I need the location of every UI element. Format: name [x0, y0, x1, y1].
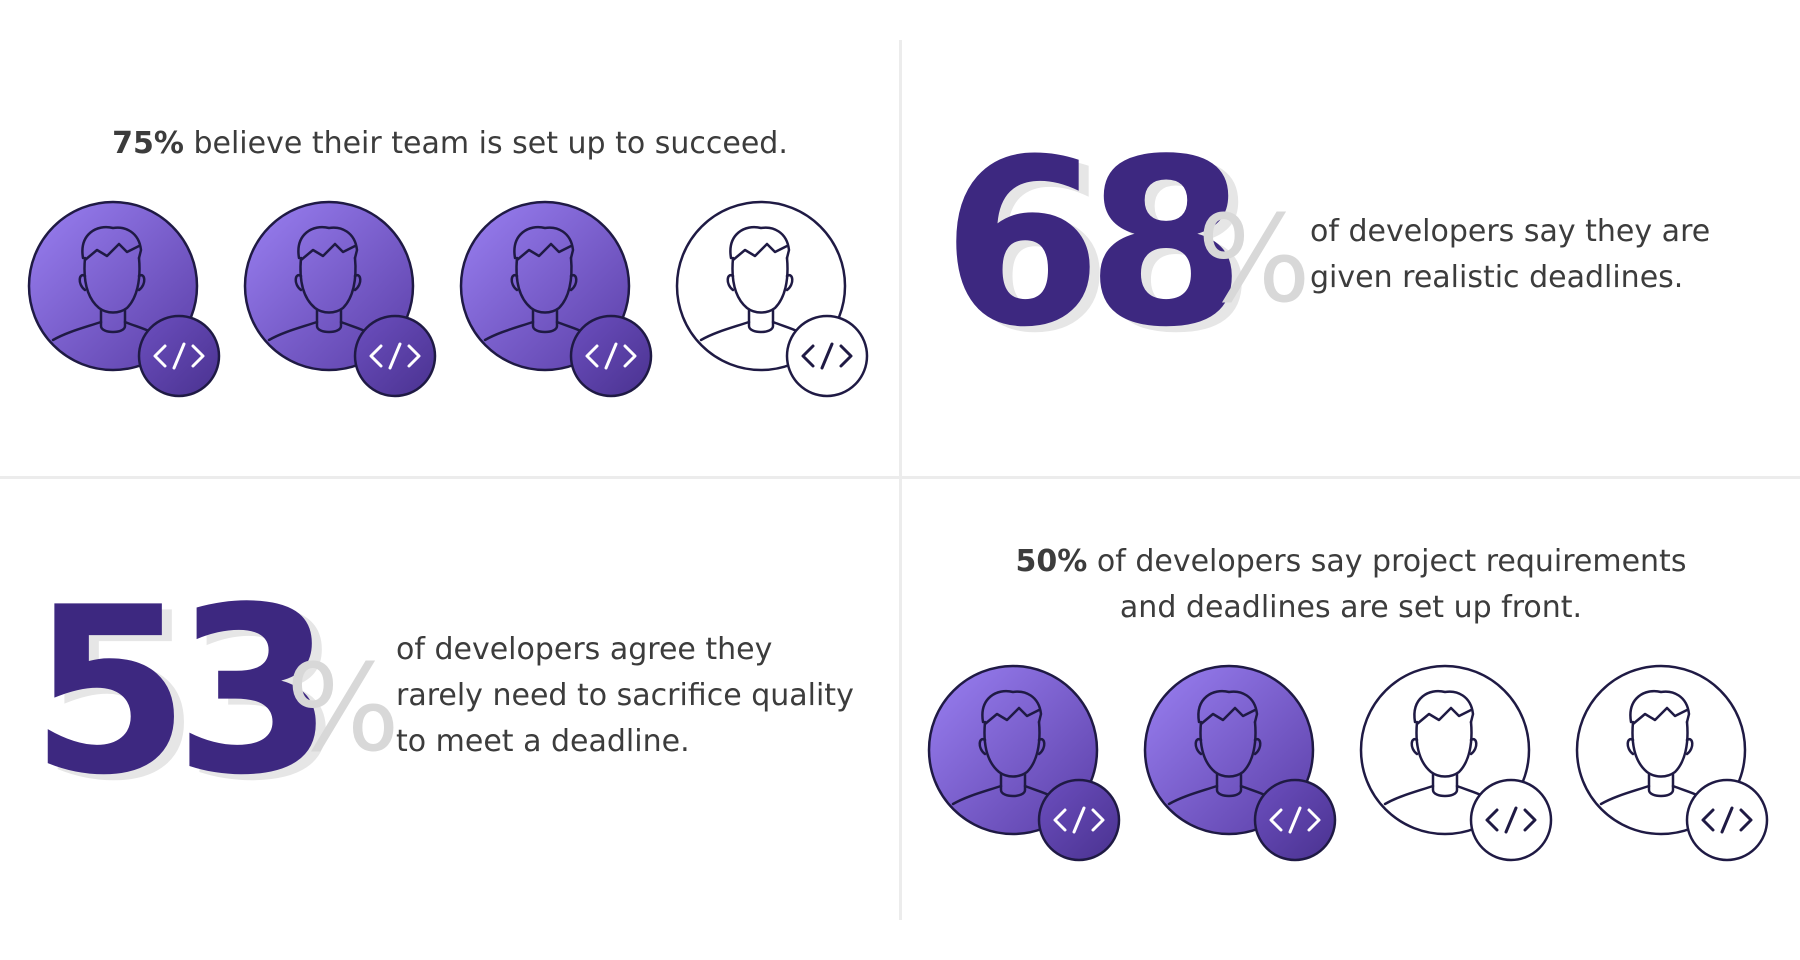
stat-68-percent-sign: %: [1197, 191, 1312, 330]
developer-avatar-icon: [459, 200, 659, 400]
caption-sacrifice-quality-line1: of developers agree they: [396, 632, 773, 667]
horizontal-divider: [0, 476, 1800, 479]
caption-requirements-up-front: 50% of developers say project requiremen…: [902, 539, 1800, 631]
caption-sacrifice-quality-line2: rarely need to sacrifice quality: [396, 678, 854, 713]
caption-realistic-deadlines: of developers say they are given realist…: [1310, 209, 1710, 301]
caption-sacrifice-quality-line3: to meet a deadline.: [396, 724, 690, 759]
caption-requirements-line1: of developers say project requirements: [1087, 544, 1687, 579]
caption-sacrifice-quality: of developers agree they rarely need to …: [396, 627, 854, 765]
caption-team-success: 75% believe their team is set up to succ…: [0, 121, 900, 167]
stat-53-number: 53: [30, 559, 334, 826]
developer-avatar-icon: [675, 200, 875, 400]
stat-50-percent: 50%: [1015, 544, 1088, 579]
developer-avatar-icon: [27, 200, 227, 400]
developer-avatar-icon: [1143, 664, 1343, 864]
stat-75-percent: 75%: [112, 126, 184, 161]
caption-realistic-deadlines-line1: of developers say they are: [1310, 214, 1711, 249]
caption-realistic-deadlines-line2: given realistic deadlines.: [1310, 260, 1684, 295]
developer-avatar-icon: [1359, 664, 1559, 864]
icon-row-requirements: [900, 664, 1800, 864]
stat-53-percent-sign: %: [286, 640, 401, 779]
icon-row-team-success: [0, 200, 900, 400]
vertical-divider: [899, 40, 902, 920]
developer-avatar-icon: [243, 200, 443, 400]
developer-avatar-icon: [927, 664, 1127, 864]
stat-68-number: 68: [942, 111, 1246, 378]
caption-requirements-line2: and deadlines are set up front.: [1119, 590, 1583, 625]
caption-team-success-text: believe their team is set up to succeed.: [183, 126, 788, 161]
developer-avatar-icon: [1575, 664, 1775, 864]
